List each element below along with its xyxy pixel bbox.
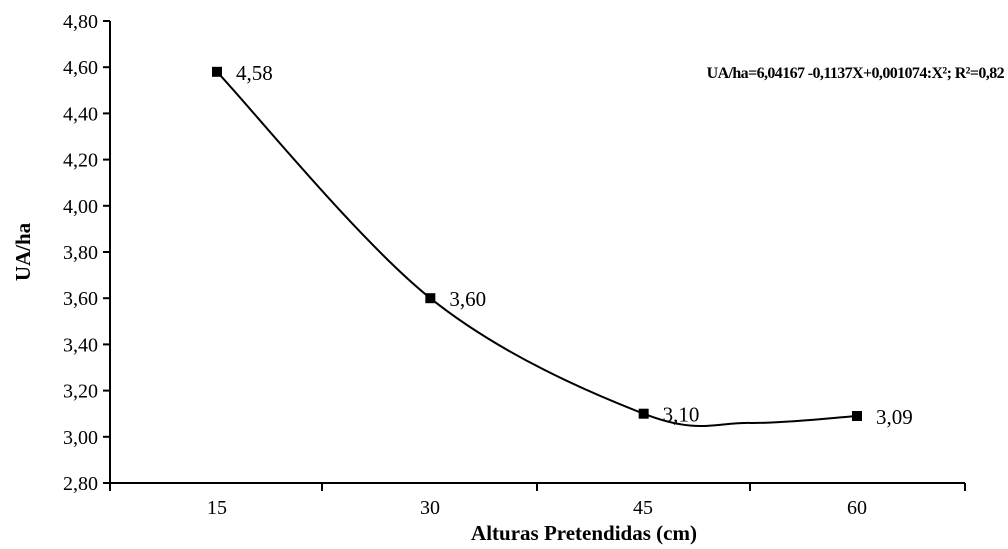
data-point-marker bbox=[212, 66, 222, 77]
series-line bbox=[216, 71, 858, 427]
data-point-marker bbox=[425, 293, 436, 304]
x-tick-label: 45 bbox=[633, 497, 653, 519]
x-tick-label: 60 bbox=[847, 497, 867, 519]
data-label: 4,58 bbox=[236, 61, 273, 85]
y-tick-label: 4,20 bbox=[63, 150, 98, 172]
ticks: 2,80 3,00 3,20 3,40 3,60 3,80 4,00 4,20 4,40 4,60… bbox=[63, 11, 966, 519]
data-label: 3,09 bbox=[876, 405, 913, 429]
y-tick-label: 4,80 bbox=[63, 11, 98, 33]
data-label: 3,10 bbox=[663, 403, 700, 427]
y-tick-label: 4,00 bbox=[63, 196, 98, 218]
axes bbox=[109, 21, 965, 484]
y-tick-label: 3,40 bbox=[63, 334, 98, 356]
regression-equation: UA/ha=6,04167 -0,1137X+0,001074:X²; R²=0… bbox=[707, 65, 1005, 82]
x-axis-title: Alturas Pretendidas (cm) bbox=[471, 521, 697, 545]
data-point-marker bbox=[638, 408, 649, 419]
y-tick-label: 3,00 bbox=[63, 427, 98, 449]
y-tick-label: 4,60 bbox=[63, 57, 98, 79]
y-tick-label: 3,20 bbox=[63, 381, 98, 403]
y-tick-label: 2,80 bbox=[63, 473, 98, 495]
y-tick-label: 3,80 bbox=[63, 242, 98, 264]
labels: 4,58 3,60 3,10 3,09 bbox=[236, 61, 913, 429]
x-tick-label: 15 bbox=[207, 497, 227, 519]
data-point-marker bbox=[852, 411, 862, 422]
y-tick-label: 3,60 bbox=[63, 288, 98, 310]
y-axis-title: UA/ha bbox=[11, 222, 35, 281]
y-tick-label: 4,40 bbox=[63, 103, 98, 125]
data-label: 3,60 bbox=[449, 287, 486, 311]
series bbox=[212, 66, 862, 427]
x-tick-label: 30 bbox=[420, 497, 440, 519]
